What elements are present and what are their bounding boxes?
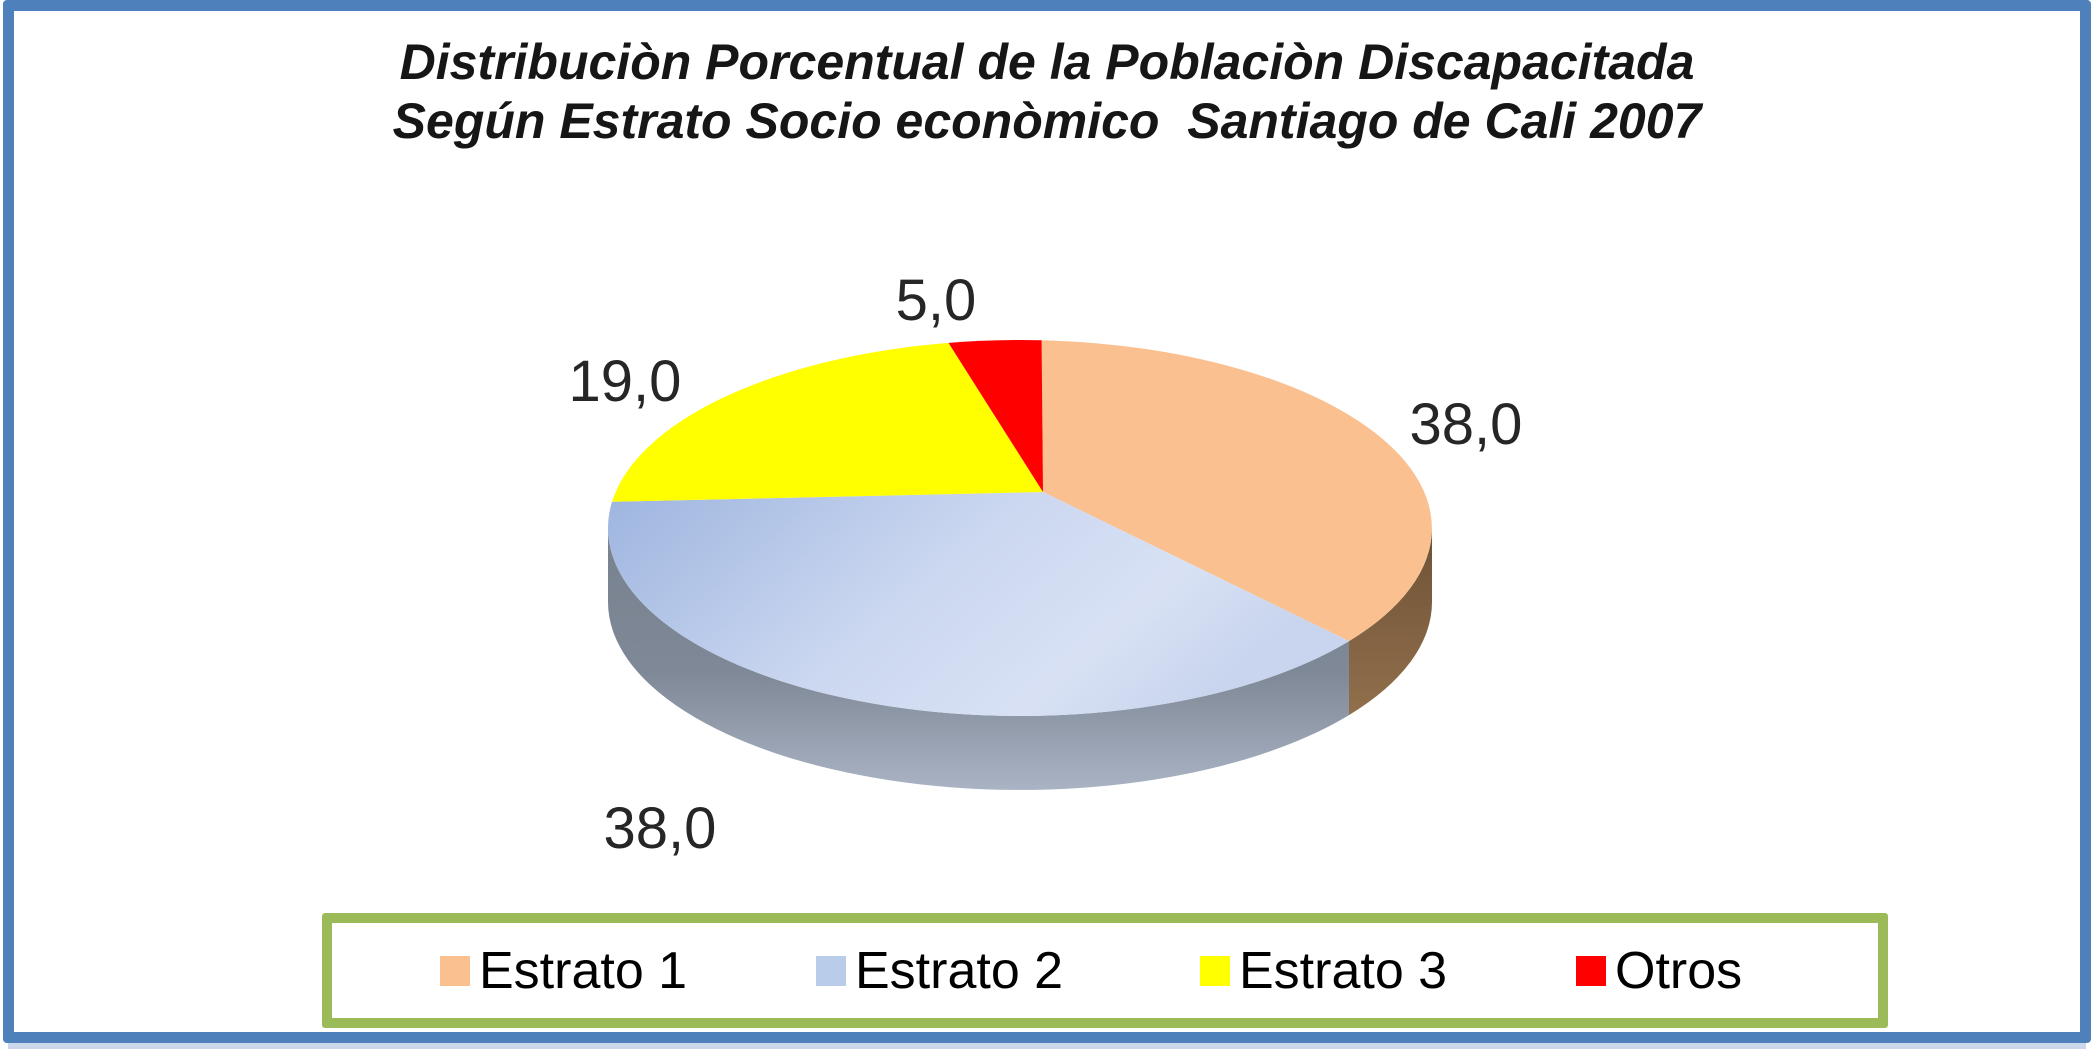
pie-value-label-estrato-3: 19,0 <box>569 349 682 414</box>
chart-title-line2: Según Estrato Socio econòmico Santiago d… <box>392 93 1702 149</box>
legend-swatch-estrato-2 <box>816 955 846 986</box>
legend-item-otros: Otros <box>1576 945 1742 997</box>
legend-swatch-otros <box>1576 955 1606 986</box>
legend-item-estrato-1: Estrato 1 <box>440 945 687 997</box>
legend-item-estrato-3: Estrato 3 <box>1200 945 1447 997</box>
legend-label-estrato-2: Estrato 2 <box>855 941 1064 1000</box>
pie-rim-estrato-2 <box>608 528 1349 790</box>
bottom-edge-strip <box>8 1043 2086 1049</box>
legend-item-estrato-2: Estrato 2 <box>816 945 1063 997</box>
legend-label-estrato-3: Estrato 3 <box>1239 941 1448 1000</box>
legend: Estrato 1 Estrato 2 Estrato 3 Otros <box>322 913 1888 1028</box>
chart-title: Distribuciòn Porcentual de la Poblaciòn … <box>0 33 2094 151</box>
chart-title-line1: Distribuciòn Porcentual de la Poblaciòn … <box>399 34 1695 90</box>
pie-value-label-estrato-2: 38,0 <box>604 796 717 861</box>
legend-swatch-estrato-3 <box>1200 955 1230 986</box>
pie-slice-estrato-2 <box>607 492 1349 716</box>
pie-value-label-estrato-1: 38,0 <box>1410 392 1523 457</box>
pie-rim-estrato-1 <box>1349 528 1432 716</box>
legend-swatch-estrato-1 <box>440 955 470 986</box>
pie-slice-estrato-3 <box>612 342 1043 502</box>
pie-value-label-otros: 5,0 <box>896 268 977 333</box>
pie-slice-otros <box>948 340 1043 492</box>
pie-slice-estrato-1 <box>1041 340 1432 642</box>
legend-label-estrato-1: Estrato 1 <box>479 941 688 1000</box>
legend-label-otros: Otros <box>1615 941 1743 1000</box>
